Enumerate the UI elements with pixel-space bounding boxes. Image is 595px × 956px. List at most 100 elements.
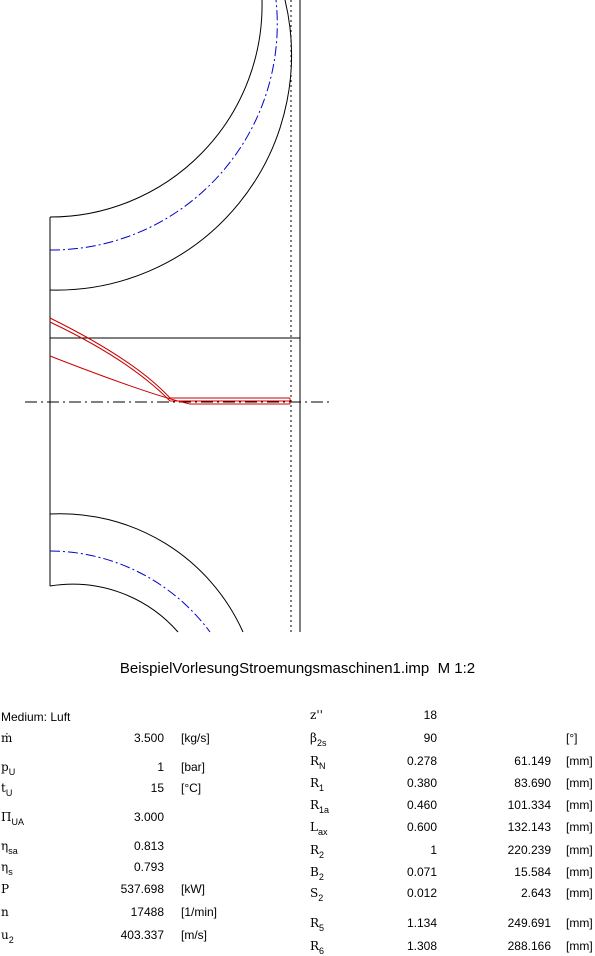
param-unit: [kg/s] (181, 731, 210, 745)
param-mm-value: 61.149 (514, 754, 551, 768)
param-symbol-main: R (310, 776, 320, 790)
param-symbol: tU (1, 781, 13, 798)
blade-contour-2 (49, 321, 290, 402)
param-value: 537.698 (120, 882, 164, 896)
file-name: BeispielVorlesungStroemungsmaschinen1.im… (119, 660, 430, 677)
param-symbol-subscript: UA (11, 817, 24, 827)
param-symbol: ηsa (1, 839, 18, 856)
param-ratio-value: 18 (423, 708, 437, 722)
param-symbol-subscript: ax (317, 827, 328, 837)
medium-label: Medium: Luft (1, 710, 71, 724)
param-symbol-main: R (310, 754, 320, 768)
param-ratio-value: 0.278 (406, 754, 437, 768)
param-mm-value: 220.239 (507, 843, 551, 857)
param-symbol-main: R (310, 798, 320, 812)
param-symbol-subscript: 2 (318, 893, 324, 903)
param-mm-value: 288.166 (507, 939, 551, 953)
param-symbol-main: t (1, 781, 6, 795)
param-mm-value: 101.334 (507, 798, 551, 812)
param-symbol: β2s (310, 731, 327, 748)
param-value: 1 (157, 760, 164, 774)
param-symbol-subscript: U (5, 788, 13, 798)
param-symbol-main: n (1, 905, 9, 919)
param-ratio-value: 0.460 (406, 798, 437, 812)
param-symbol-subscript: 2 (8, 935, 14, 945)
param-ratio-value: 0.380 (406, 776, 437, 790)
param-unit: [1/min] (181, 905, 218, 919)
param-unit: [mm] (566, 754, 593, 768)
param-symbol: R1 (310, 776, 325, 793)
param-symbol-subscript: 2 (318, 872, 324, 882)
param-ratio-value: 90 (423, 731, 437, 745)
param-symbol: ΠUA (1, 810, 24, 827)
impeller-meridional-drawing (25, 0, 330, 633)
param-symbol: n (1, 905, 9, 920)
upper-casing-centerline-arc (49, 0, 278, 251)
param-symbol-subscript: U (8, 767, 16, 777)
param-ratio-value: 0.012 (406, 886, 437, 900)
param-value: 3.500 (133, 731, 164, 745)
param-symbol: R6 (310, 939, 324, 956)
param-mm-value: 2.643 (520, 886, 551, 900)
param-symbol: R1a (310, 798, 330, 815)
param-symbol-main: u (1, 928, 9, 942)
param-symbol: RN (310, 754, 326, 771)
param-value: 403.337 (120, 928, 164, 942)
upper-casing-inner-arc (49, 0, 292, 291)
param-symbol-main: z'' (310, 708, 323, 722)
param-symbol-subscript: s (8, 867, 13, 877)
param-symbol-subscript: 1 (319, 783, 325, 793)
param-ratio-value: 1.134 (406, 916, 437, 930)
param-symbol-main: β (310, 731, 317, 745)
param-unit: [mm] (566, 865, 593, 879)
param-mm-value: 83.690 (514, 776, 551, 790)
param-value: 15 (150, 781, 164, 795)
param-symbol-subscript: N (319, 761, 326, 771)
param-symbol: S2 (310, 886, 324, 903)
param-symbol-main: P (1, 882, 10, 896)
param-symbol: R2 (310, 843, 325, 860)
blade-contour-3 (49, 355, 290, 405)
upper-casing-outer-arc (49, 0, 263, 218)
param-ratio-value: 1 (430, 843, 437, 857)
param-symbol-main: η (1, 860, 9, 874)
param-unit: [mm] (566, 798, 593, 812)
param-symbol-main: R (310, 916, 320, 930)
param-unit: [mm] (566, 886, 593, 900)
param-value: 3.000 (133, 810, 164, 824)
param-symbol-main: R (310, 843, 320, 857)
lower-casing-centerline-arc (49, 550, 211, 633)
param-symbol-main: L (310, 820, 318, 834)
param-mm-value: 132.143 (507, 820, 551, 834)
param-symbol-subscript: 2s (316, 738, 327, 748)
param-symbol: ṁ (1, 731, 12, 746)
param-symbol-main: η (1, 839, 9, 853)
param-unit: [mm] (566, 843, 593, 857)
param-unit: [mm] (566, 820, 593, 834)
param-symbol-subscript: 5 (319, 923, 325, 933)
scale-label: M 1:2 (437, 660, 476, 677)
param-symbol: Lax (310, 820, 328, 837)
param-symbol-main: R (310, 939, 320, 953)
param-value: 17488 (130, 905, 164, 919)
param-symbol-main: Π (1, 810, 12, 824)
blade-contour-1 (49, 317, 290, 399)
param-symbol: B2 (310, 865, 324, 882)
param-unit: [bar] (181, 760, 206, 774)
param-ratio-value: 0.600 (406, 820, 437, 834)
param-mm-value: 15.584 (514, 865, 551, 879)
param-symbol-subscript: 2 (319, 850, 325, 860)
param-symbol-main: p (1, 760, 9, 774)
lower-casing-outer-arc (49, 513, 244, 633)
param-symbol: u2 (1, 928, 14, 945)
param-value: 0.793 (133, 860, 164, 874)
param-ratio-value: 0.071 (406, 865, 437, 879)
param-unit: [kW] (181, 882, 205, 896)
param-symbol: ηs (1, 860, 13, 877)
param-symbol-subscript: sa (8, 846, 18, 856)
param-unit: [mm] (566, 916, 593, 930)
param-symbol-main: S (310, 886, 319, 900)
param-symbol-subscript: 1a (319, 805, 330, 815)
lower-casing-inner-arc (49, 583, 179, 633)
drawing-title: BeispielVorlesungStroemungsmaschinen1.im… (0, 660, 595, 677)
